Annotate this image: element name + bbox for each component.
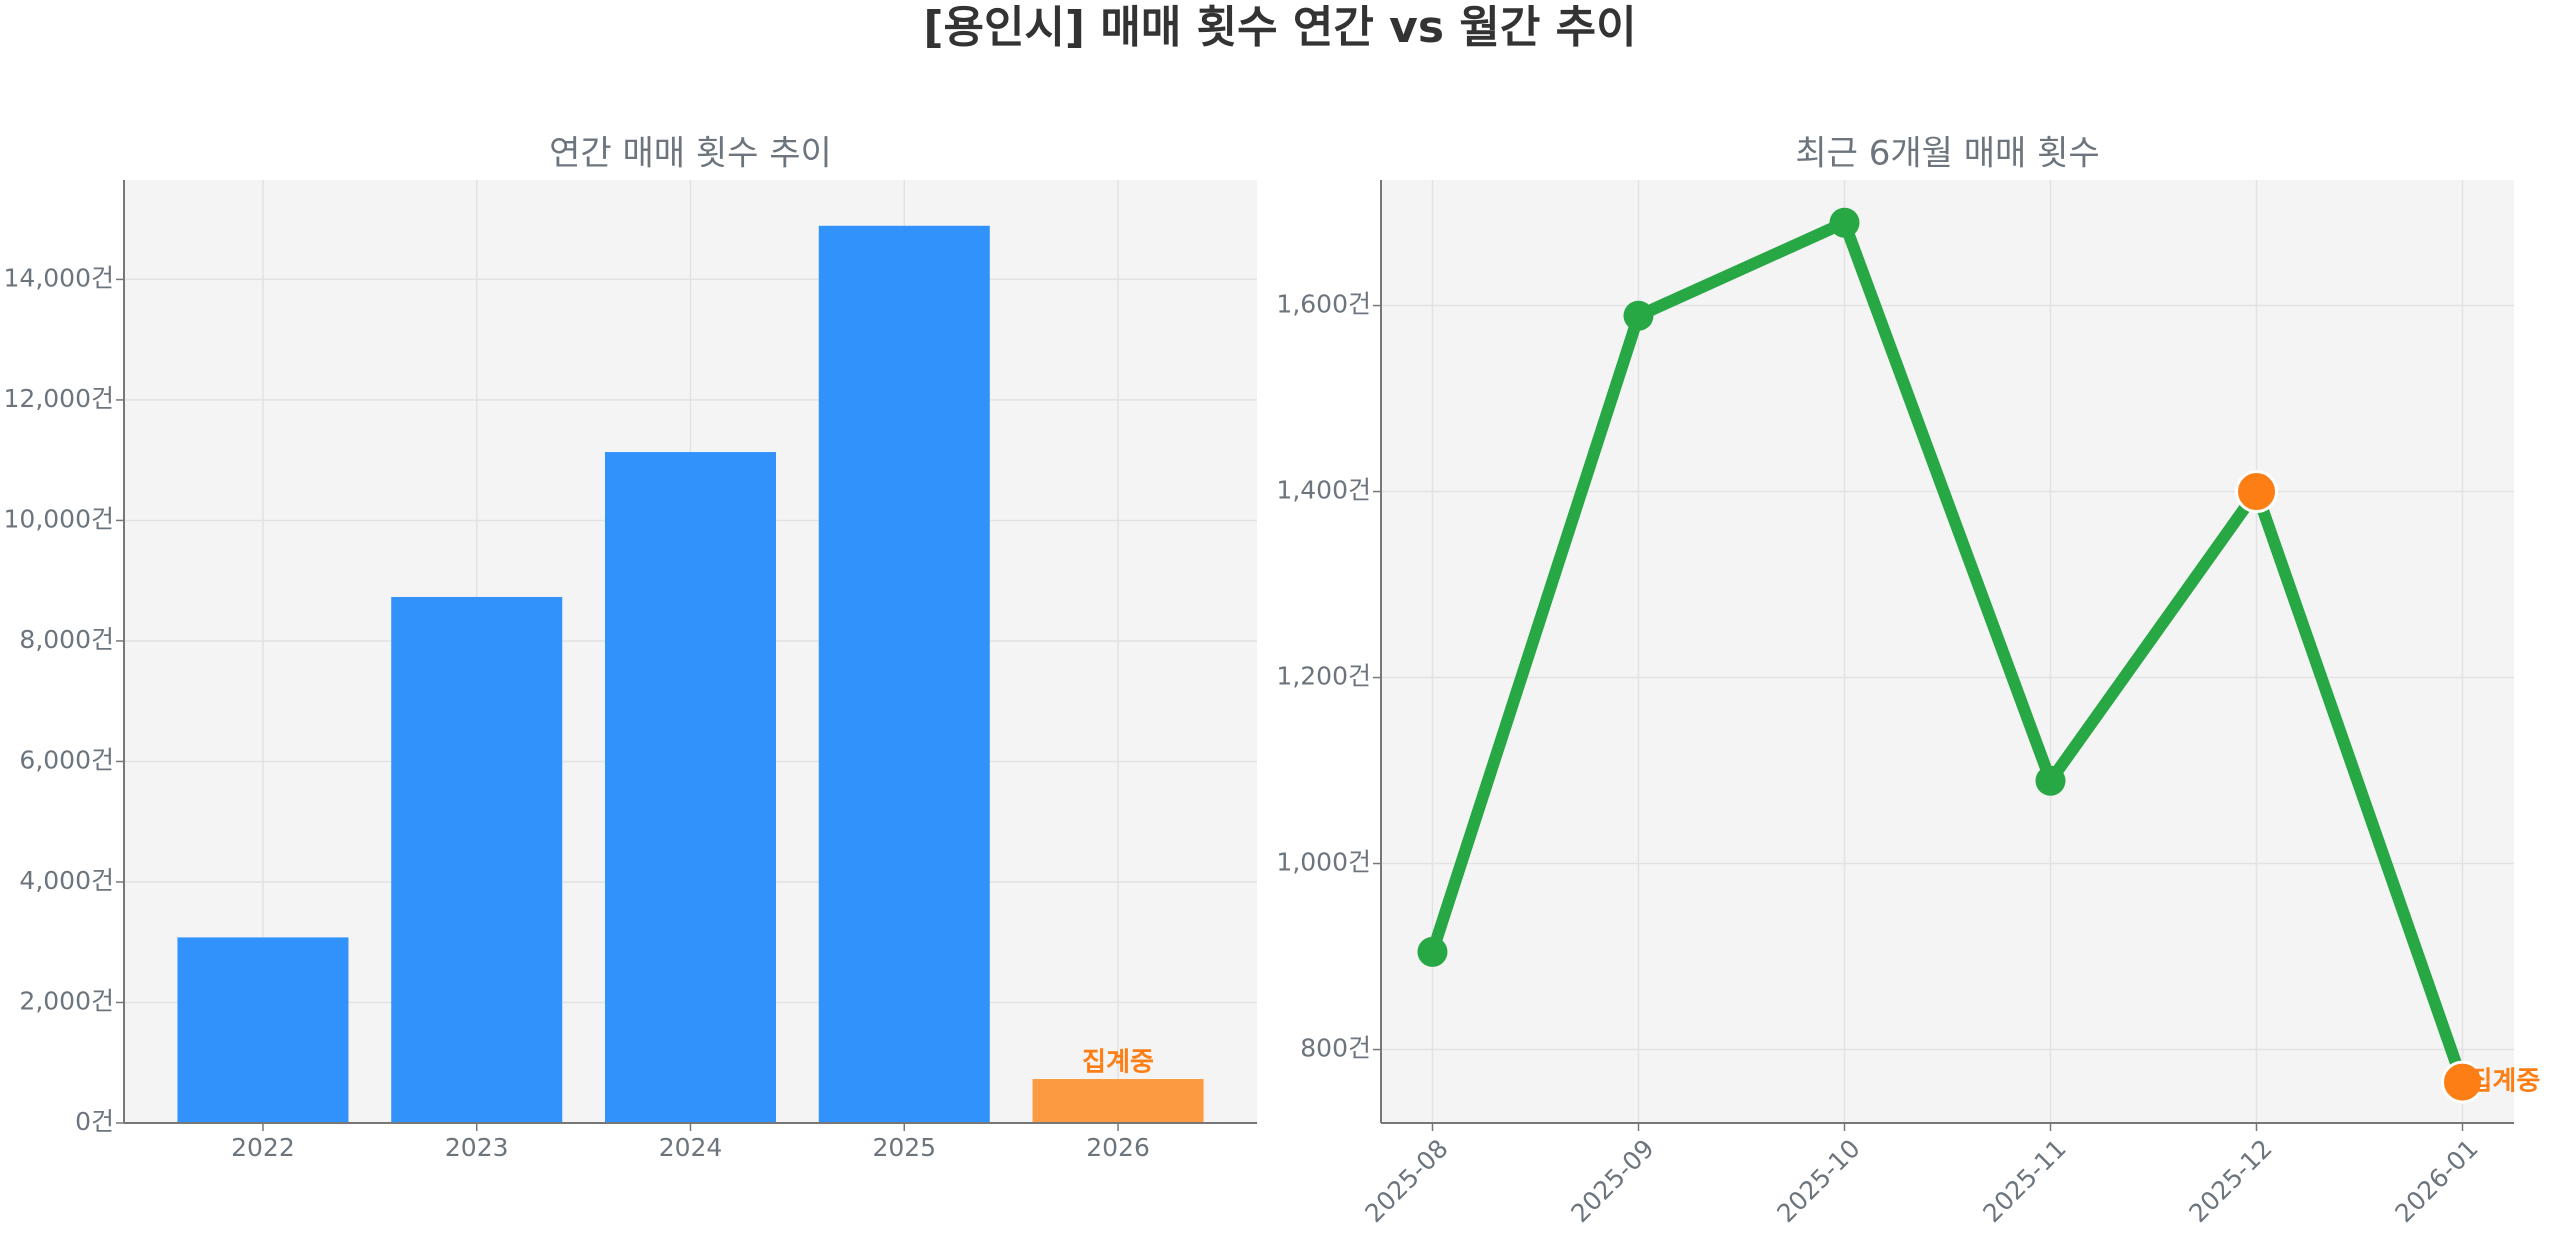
y-tick-label: 1,200건 (1276, 662, 1371, 691)
chart-title: 최근 6개월 매매 횟수 (1795, 134, 2099, 174)
point (2235, 470, 2278, 514)
x-tick-label: 2025-12 (2183, 1134, 2277, 1228)
y-tick-label: 14,000건 (4, 263, 114, 292)
y-tick-label: 4,000건 (19, 866, 114, 895)
x-tick-label: 2025-10 (1771, 1134, 1865, 1228)
bar (1032, 1079, 1204, 1123)
chart-title: 연간 매매 횟수 추이 (549, 134, 832, 174)
y-tick-label: 1,600건 (1276, 290, 1371, 319)
y-tick-label: 12,000건 (4, 384, 114, 413)
point (1829, 207, 1860, 238)
y-tick-label: 1,400건 (1276, 476, 1371, 505)
annotation: 집계중 (2469, 1067, 2541, 1097)
x-tick-label: 2025 (872, 1133, 936, 1162)
y-tick-label: 2,000건 (19, 986, 114, 1015)
x-tick-label: 2022 (231, 1133, 295, 1162)
point (2441, 1060, 2484, 1104)
plot-area (1381, 180, 2514, 1123)
x-tick-label: 2025-09 (1565, 1134, 1659, 1228)
bar (604, 452, 777, 1124)
x-tick-label: 2026 (1086, 1133, 1150, 1162)
x-tick-label: 2023 (445, 1133, 509, 1162)
y-tick-label: 0건 (75, 1107, 114, 1136)
y-tick-label: 800건 (1300, 1034, 1371, 1063)
y-tick-label: 8,000건 (19, 625, 114, 654)
x-tick-label: 2026-01 (2389, 1134, 2483, 1228)
x-tick-label: 2025-11 (1977, 1134, 2071, 1228)
point (1623, 300, 1654, 331)
y-tick-label: 6,000건 (19, 745, 114, 774)
figure-title: [용인시] 매매 횟수 연간 vs 월간 추이 (923, 2, 1636, 53)
point (1417, 936, 1448, 967)
bar (391, 596, 563, 1123)
bar (818, 225, 990, 1123)
point (2035, 765, 2066, 796)
annotation: 집계중 (1082, 1048, 1154, 1078)
line (1426, 216, 2469, 1085)
x-tick-label: 2025-08 (1359, 1134, 1453, 1228)
bar (177, 937, 349, 1123)
y-tick-label: 1,000건 (1276, 848, 1371, 877)
y-tick-label: 10,000건 (4, 504, 114, 533)
x-tick-label: 2024 (659, 1133, 723, 1162)
